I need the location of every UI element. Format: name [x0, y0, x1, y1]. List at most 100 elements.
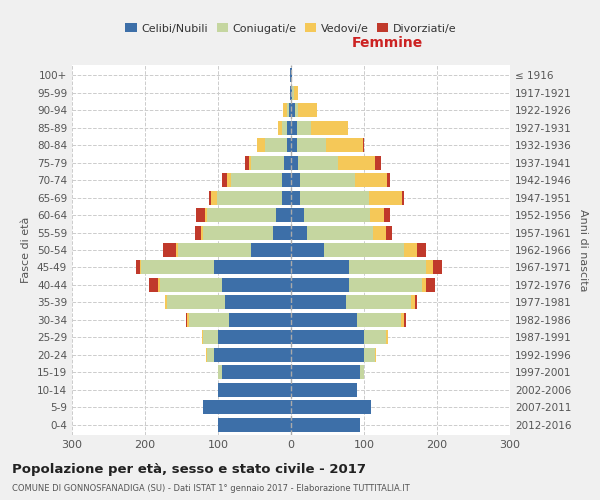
Bar [291, 208, 304, 222]
Bar [218, 330, 291, 344]
Bar [385, 208, 390, 222]
Bar [251, 156, 284, 170]
Bar [295, 104, 298, 118]
Bar [291, 68, 292, 82]
Bar [291, 226, 307, 239]
Bar [324, 243, 404, 257]
Bar [297, 121, 311, 135]
Bar [196, 208, 205, 222]
Bar [349, 278, 422, 292]
Bar [203, 400, 291, 414]
Bar [196, 226, 201, 239]
Bar [226, 296, 291, 310]
Bar [404, 243, 417, 257]
Bar [282, 173, 291, 187]
Bar [291, 138, 297, 152]
Bar [207, 348, 214, 362]
Bar [289, 104, 291, 118]
Y-axis label: Fasce di età: Fasce di età [22, 217, 31, 283]
Bar [203, 330, 218, 344]
Bar [291, 190, 300, 204]
Bar [362, 138, 364, 152]
Bar [248, 156, 251, 170]
Bar [291, 86, 292, 100]
Bar [291, 278, 349, 292]
Bar [361, 365, 364, 379]
Legend: Celibi/Nubili, Coniugati/e, Vedovi/e, Divorziati/e: Celibi/Nubili, Coniugati/e, Vedovi/e, Di… [121, 19, 461, 38]
Bar [251, 243, 291, 257]
Bar [373, 226, 386, 239]
Bar [278, 121, 281, 135]
Bar [291, 156, 298, 170]
Text: Popolazione per età, sesso e stato civile - 2017: Popolazione per età, sesso e stato civil… [12, 462, 366, 475]
Bar [290, 68, 291, 82]
Bar [349, 260, 426, 274]
Bar [291, 330, 364, 344]
Bar [201, 226, 203, 239]
Bar [281, 121, 287, 135]
Text: COMUNE DI GONNOSFANADIGA (SU) - Dati ISTAT 1° gennaio 2017 - Elaborazione TUTTIT: COMUNE DI GONNOSFANADIGA (SU) - Dati IST… [12, 484, 410, 493]
Bar [426, 260, 433, 274]
Bar [338, 156, 375, 170]
Bar [187, 313, 189, 327]
Bar [205, 208, 207, 222]
Bar [307, 226, 373, 239]
Bar [218, 418, 291, 432]
Bar [291, 173, 300, 187]
Bar [163, 243, 176, 257]
Bar [142, 260, 214, 274]
Bar [290, 86, 291, 100]
Bar [386, 330, 388, 344]
Bar [326, 138, 362, 152]
Bar [158, 278, 160, 292]
Bar [186, 313, 187, 327]
Bar [291, 400, 371, 414]
Bar [136, 260, 140, 274]
Bar [298, 156, 338, 170]
Bar [265, 138, 287, 152]
Bar [364, 330, 386, 344]
Bar [375, 156, 381, 170]
Bar [386, 226, 392, 239]
Bar [291, 104, 295, 118]
Bar [298, 104, 317, 118]
Text: Femmine: Femmine [352, 36, 423, 50]
Bar [364, 348, 375, 362]
Bar [404, 313, 406, 327]
Bar [214, 348, 291, 362]
Bar [166, 296, 167, 310]
Bar [291, 121, 297, 135]
Bar [221, 365, 291, 379]
Bar [140, 260, 142, 274]
Bar [433, 260, 442, 274]
Bar [203, 226, 273, 239]
Bar [167, 296, 226, 310]
Bar [214, 260, 291, 274]
Bar [402, 190, 404, 204]
Bar [311, 121, 348, 135]
Bar [292, 86, 294, 100]
Bar [221, 173, 227, 187]
Bar [189, 313, 229, 327]
Bar [417, 243, 426, 257]
Bar [218, 382, 291, 396]
Bar [229, 313, 291, 327]
Bar [415, 296, 416, 310]
Bar [287, 138, 291, 152]
Bar [283, 104, 287, 118]
Bar [231, 173, 282, 187]
Bar [291, 243, 324, 257]
Bar [297, 138, 326, 152]
Bar [401, 313, 404, 327]
Bar [370, 208, 385, 222]
Bar [412, 296, 415, 310]
Bar [287, 104, 289, 118]
Bar [221, 278, 291, 292]
Bar [284, 156, 291, 170]
Bar [282, 190, 291, 204]
Bar [291, 365, 361, 379]
Bar [422, 278, 426, 292]
Bar [160, 278, 221, 292]
Bar [300, 173, 355, 187]
Bar [291, 260, 349, 274]
